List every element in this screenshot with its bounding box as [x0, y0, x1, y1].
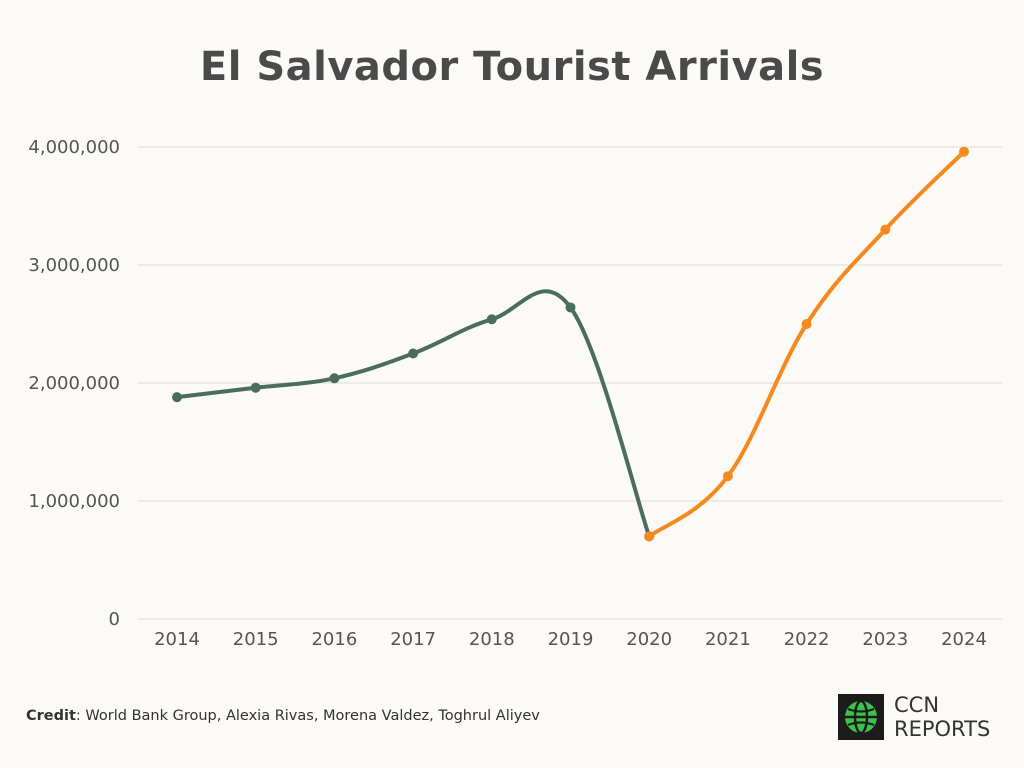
grid-layer — [138, 146, 1002, 620]
data-point-2021 — [722, 471, 733, 482]
point-layer — [172, 146, 969, 542]
globe-icon — [845, 699, 877, 735]
credit-line: Credit: World Bank Group, Alexia Rivas, … — [26, 708, 540, 724]
y-tick-label: 3,000,000 — [28, 255, 120, 276]
credit-text: : World Bank Group, Alexia Rivas, Morena… — [75, 708, 540, 724]
x-tick-label: 2022 — [784, 629, 830, 650]
data-point-2017 — [408, 348, 419, 359]
axis-layer: 0 1,000,000 2,000,000 3,000,000 4,000,000 201… — [28, 137, 987, 650]
series-line-1 — [647, 149, 966, 539]
x-tick-label: 2020 — [626, 629, 672, 650]
series-line-0 — [175, 289, 652, 539]
credit-label: Credit — [26, 708, 76, 724]
data-point-2020 — [644, 531, 655, 542]
logo-badge — [838, 694, 884, 740]
x-tick-label: 2016 — [311, 629, 357, 650]
logo-text: CCN REPORTS — [894, 693, 990, 741]
logo-line-1: CCN — [894, 693, 940, 717]
y-tick-label: 2,000,000 — [28, 373, 120, 394]
x-tick-label: 2015 — [233, 629, 279, 650]
data-point-2016 — [329, 373, 340, 384]
x-tick-label: 2014 — [154, 629, 200, 650]
x-tick-label: 2019 — [548, 629, 594, 650]
data-point-2014 — [172, 392, 182, 403]
y-tick-label: 4,000,000 — [28, 137, 120, 158]
x-tick-label: 2021 — [705, 629, 751, 650]
ccn-reports-logo: CCN REPORTS — [838, 693, 990, 741]
data-point-2024 — [959, 146, 969, 157]
logo-line-2: REPORTS — [894, 717, 991, 741]
data-point-2019 — [565, 302, 576, 313]
data-point-2023 — [880, 224, 891, 235]
chart-title: El Salvador Tourist Arrivals — [199, 44, 825, 90]
data-point-2015 — [250, 382, 261, 393]
x-tick-label: 2024 — [941, 629, 987, 650]
line-layer — [175, 149, 966, 539]
x-tick-label: 2023 — [862, 629, 908, 650]
data-point-2018 — [486, 314, 497, 325]
x-tick-label: 2017 — [390, 629, 436, 650]
y-tick-label: 0 — [109, 609, 120, 630]
x-tick-label: 2018 — [469, 629, 515, 650]
y-tick-label: 1,000,000 — [28, 491, 120, 512]
data-point-2022 — [801, 319, 812, 329]
